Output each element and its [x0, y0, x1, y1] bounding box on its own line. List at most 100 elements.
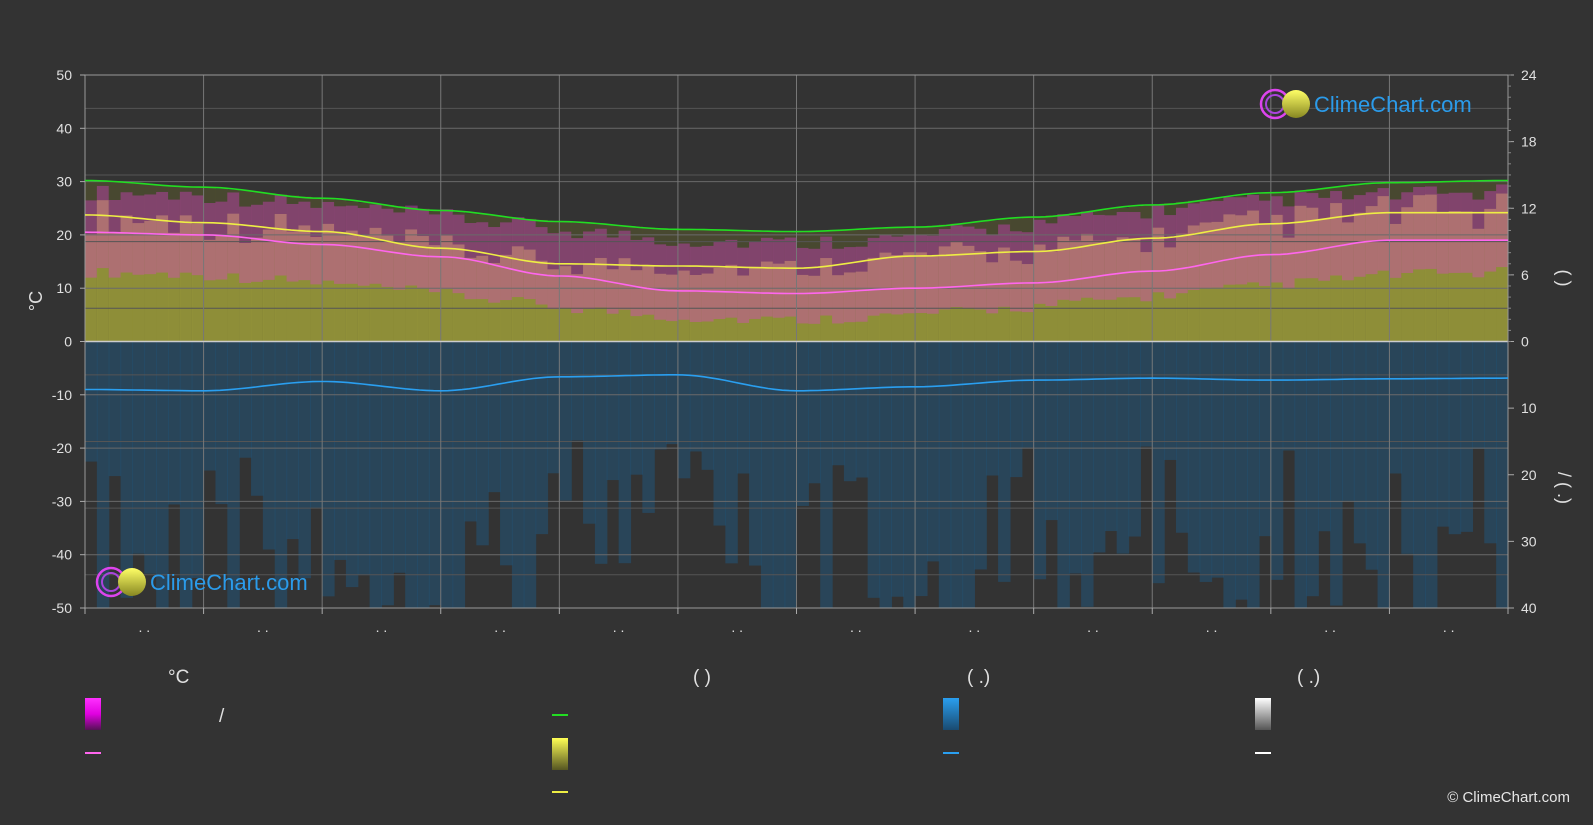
- precip-band: [417, 341, 430, 608]
- sunshine-band: [1211, 221, 1224, 342]
- precip-band: [1282, 341, 1296, 451]
- sunshine-band: [1235, 215, 1248, 342]
- precip-band: [630, 341, 643, 475]
- precip-band: [322, 341, 335, 597]
- temperature-band: [666, 245, 679, 322]
- y-right-bottom-tick-label: 40: [1521, 600, 1537, 616]
- precip-band: [179, 341, 193, 608]
- sunshine-band: [1223, 214, 1236, 342]
- temperature-band: [642, 237, 655, 315]
- legend-label-temp-range: /: [219, 706, 225, 727]
- sunshine-band: [1045, 251, 1058, 342]
- sunshine-band: [606, 269, 620, 342]
- sunshine-band: [1282, 237, 1296, 342]
- sunshine-band: [1247, 210, 1260, 342]
- precip-band: [796, 341, 809, 506]
- sunshine-band: [120, 215, 134, 342]
- precip-band: [286, 341, 300, 540]
- temperature-band: [1496, 184, 1508, 268]
- sunshine-band: [345, 230, 359, 342]
- sunshine-band: [168, 232, 181, 342]
- series-line-temp-2: [85, 231, 1508, 295]
- y-left-tick-label: -30: [52, 493, 72, 509]
- temperature-band: [1140, 218, 1153, 302]
- temperature-band: [1424, 186, 1438, 269]
- precip-band: [1318, 341, 1331, 532]
- precip-band: [1164, 341, 1177, 460]
- series-lines: [85, 179, 1508, 392]
- temperature-band: [1472, 199, 1485, 278]
- precip-band: [215, 341, 228, 505]
- y-right-bottom-tick-label: 20: [1521, 467, 1537, 483]
- y-left-tick-label: 10: [56, 280, 72, 296]
- sunshine-band: [1092, 240, 1106, 342]
- sunshine-band: [1187, 225, 1201, 342]
- temperature-band: [179, 191, 193, 273]
- temperature-band: [808, 248, 821, 324]
- sunshine-band: [559, 266, 572, 342]
- temperature-band: [1448, 192, 1462, 273]
- sunshine-band: [1152, 227, 1165, 342]
- temperature-band: [1116, 211, 1130, 298]
- precip-band: [274, 341, 288, 608]
- y-left-tick-label: -20: [52, 440, 72, 456]
- x-month-label: . .: [731, 619, 743, 635]
- precip-band: [262, 341, 276, 550]
- sunshine-band: [1413, 195, 1426, 342]
- precip-band: [749, 341, 762, 566]
- precip-band: [1377, 341, 1391, 608]
- temperature-band: [725, 239, 738, 318]
- precip-band: [1081, 341, 1094, 607]
- temperature-band: [523, 219, 537, 300]
- precip-band: [654, 341, 667, 450]
- temperature-band: [1199, 201, 1213, 289]
- sunshine-band: [1140, 252, 1153, 342]
- precip-band: [310, 341, 323, 508]
- precip-band: [120, 341, 134, 598]
- temperature-band: [381, 208, 394, 287]
- precip-band: [227, 341, 240, 608]
- precip-band: [879, 341, 892, 608]
- legend-swatch-snow-range: [1255, 698, 1271, 730]
- temperature-band: [1045, 223, 1058, 306]
- temperature-band: [998, 224, 1011, 307]
- series-line-hours-1: [85, 211, 1508, 269]
- temperature-band: [345, 205, 359, 284]
- precip-band: [405, 341, 418, 608]
- temperature-band: [1341, 199, 1355, 281]
- precip-band: [986, 341, 999, 476]
- legend-group-precip: ( .): [943, 667, 990, 754]
- precip-band: [191, 341, 205, 578]
- sunshine-band: [938, 246, 952, 342]
- y-right-bottom-tick-label: 30: [1521, 533, 1537, 549]
- y-left-tick-label: 30: [56, 174, 72, 190]
- precip-band: [950, 341, 964, 608]
- temperature-band: [855, 246, 869, 322]
- y-left-tick-label: 20: [56, 227, 72, 243]
- precip-band: [772, 341, 786, 608]
- precip-band: [713, 341, 726, 526]
- precip-band: [1448, 341, 1462, 535]
- precip-band: [1484, 341, 1497, 544]
- logo-sun-icon: [1282, 90, 1310, 118]
- temperature-band: [689, 246, 703, 323]
- data-bands: [85, 180, 1508, 608]
- temperature-band: [1211, 201, 1224, 288]
- precip-band: [1294, 341, 1308, 608]
- legend-heading-hours: ( ): [693, 667, 711, 688]
- temperature-band: [915, 234, 928, 314]
- sunshine-band: [986, 262, 999, 342]
- sunshine-band: [1081, 233, 1094, 342]
- sunshine-band: [713, 267, 726, 342]
- temperature-band: [891, 236, 904, 315]
- precip-band: [701, 341, 715, 470]
- precip-band: [369, 341, 383, 608]
- temperature-band: [1081, 211, 1094, 298]
- sunshine-band: [239, 242, 252, 342]
- sunshine-band: [583, 263, 596, 342]
- temperature-band: [1152, 205, 1165, 293]
- temperature-band: [559, 231, 572, 309]
- temperature-band: [1057, 214, 1070, 300]
- sunshine-band: [1199, 222, 1213, 342]
- temperature-band: [654, 244, 667, 320]
